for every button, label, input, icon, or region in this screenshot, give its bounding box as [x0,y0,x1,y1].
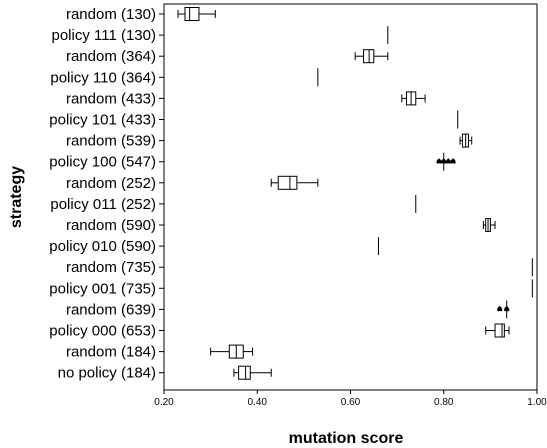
box-15 [497,300,510,319]
category-label: random (590) [66,217,156,234]
category-label: random (252) [66,175,156,192]
x-tick-label: 1.00 [527,397,547,408]
category-label: policy 101 (433) [49,112,156,129]
box-8 [436,152,456,171]
y-axis-title: strategy [8,166,25,228]
category-label: policy 111 (130) [51,27,156,44]
iqr-box [238,365,251,380]
category-label: random (130) [66,6,156,23]
category-label: policy 000 (653) [49,323,156,340]
outlier-marker [441,158,447,164]
category-label: policy 110 (364) [50,69,156,86]
box-7 [459,133,473,148]
x-tick-label: 0.80 [434,397,454,408]
iqr-box [494,323,505,338]
box-18 [233,365,272,380]
category-label: random (735) [66,259,156,276]
box-17 [210,344,254,359]
chart-marks [177,7,533,380]
category-label: random (539) [66,133,156,150]
box-1 [177,7,216,21]
category-label: random (433) [66,90,156,107]
category-labels: random (130) policy 111 (130) random (364)… [49,6,156,382]
box-9 [270,175,319,190]
box-5 [401,91,426,106]
plot-frame [163,3,538,391]
outlier-marker [436,158,442,164]
category-label: policy 100 (547) [49,154,156,171]
x-tick-label: 0.60 [341,397,361,408]
category-label: random (364) [66,48,156,65]
x-tick-label: 0.20 [154,397,174,408]
category-label: policy 001 (735) [49,280,156,297]
category-label: no policy (184) [58,365,156,382]
box-3 [354,49,389,64]
outlier-marker [450,158,456,164]
category-label: random (184) [66,344,156,361]
category-label: random (639) [66,301,156,318]
box-11 [482,218,496,232]
x-tick-label: 0.40 [248,397,268,408]
x-axis: 0.20 0.40 0.60 0.80 1.00 [154,13,547,408]
outlier-marker [504,305,510,312]
box-16 [485,323,510,338]
iqr-box [184,7,200,21]
iqr-box [277,175,298,190]
category-label: policy 011 (252) [50,196,156,213]
x-axis-title: mutation score [289,430,404,447]
outlier-marker [497,305,503,312]
outlier-marker [445,158,452,164]
category-label: policy 010 (590) [49,238,156,255]
